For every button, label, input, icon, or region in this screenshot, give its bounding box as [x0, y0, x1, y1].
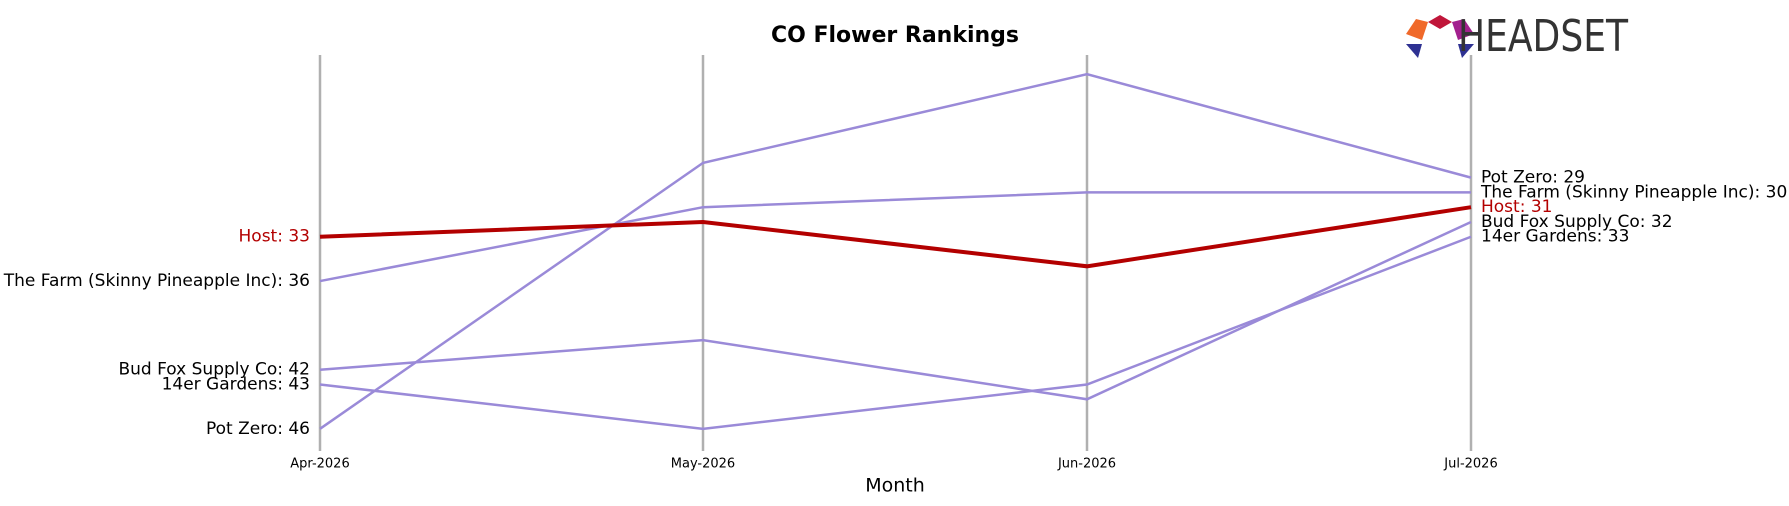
x-tick-label: Jul-2026 [1443, 457, 1497, 472]
logo: HEADSET [1406, 11, 1629, 62]
value-label: The Farm (Skinny Pineapple Inc): 36 [3, 271, 310, 291]
series-line [319, 191, 1471, 283]
logo-icon [1406, 19, 1428, 40]
value-label: The Farm (Skinny Pineapple Inc): 30 [1480, 182, 1787, 202]
logo-text: HEADSET [1458, 11, 1629, 62]
value-label: 14er Gardens: 43 [162, 375, 310, 395]
series-line [319, 72, 1472, 430]
value-label: Bud Fox Supply Co: 32 [1481, 212, 1673, 232]
x-axis-label: Month [865, 475, 925, 497]
x-tick-label: May-2026 [671, 457, 735, 472]
logo-icon [1458, 44, 1474, 58]
x-tick-label: Apr-2026 [290, 457, 349, 472]
value-label: 14er Gardens: 33 [1481, 227, 1629, 247]
logo-icon [1428, 15, 1452, 29]
series-line [319, 205, 1472, 269]
series-line [319, 235, 1472, 431]
value-label: Host: 31 [1481, 197, 1552, 217]
value-label: Bud Fox Supply Co: 42 [118, 360, 310, 380]
x-tick-label: Jun-2026 [1057, 457, 1116, 472]
logo-icon [1406, 44, 1422, 58]
value-label: Pot Zero: 46 [206, 419, 310, 439]
chart-title: CO Flower Rankings [771, 23, 1019, 48]
logo-icon [1452, 19, 1474, 40]
value-label: Pot Zero: 29 [1481, 168, 1585, 188]
value-label: Host: 33 [239, 227, 310, 247]
